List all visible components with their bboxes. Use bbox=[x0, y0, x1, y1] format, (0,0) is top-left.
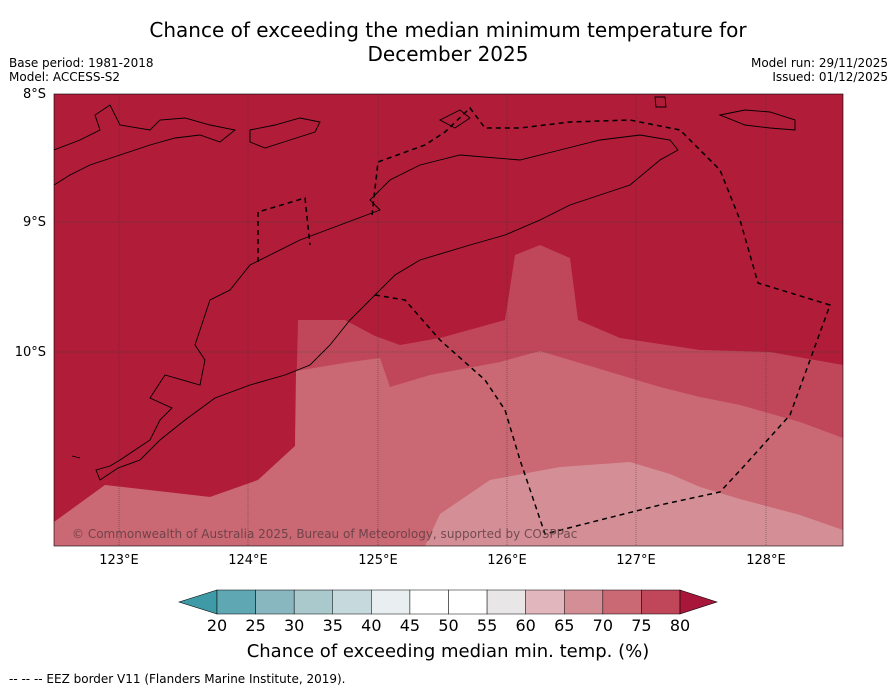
colorbar-tick-label: 40 bbox=[361, 616, 382, 635]
title-line-2: December 2025 bbox=[367, 42, 529, 66]
lon-label-126e: 126°E bbox=[487, 553, 527, 568]
colorbar-tick-label: 45 bbox=[399, 616, 421, 635]
colorbar-tick-label: 20 bbox=[206, 616, 228, 635]
eez-border bbox=[257, 106, 831, 535]
lat-label-8s: 8°S bbox=[22, 87, 46, 102]
colorbar-tick-label: 55 bbox=[476, 616, 498, 635]
meta-right: Model run: 29/11/2025 Issued: 01/12/2025 bbox=[751, 56, 888, 84]
colorbar-tick-label: 75 bbox=[631, 616, 652, 635]
lon-label-125e: 125°E bbox=[358, 553, 398, 568]
lon-label-123e: 123°E bbox=[99, 553, 139, 568]
lat-label-10s: 10°S bbox=[14, 345, 46, 360]
title-line-1: Chance of exceeding the median minimum t… bbox=[149, 18, 747, 42]
coastline bbox=[54, 96, 796, 481]
colorbar-tick-label: 65 bbox=[554, 616, 575, 635]
model-name: Model: ACCESS-S2 bbox=[9, 70, 121, 84]
region-60-65 bbox=[425, 462, 843, 546]
map-title: Chance of exceeding the median minimum t… bbox=[0, 18, 896, 66]
colorbar-tick-label: 80 bbox=[669, 616, 691, 635]
colorbar-tick-label: 30 bbox=[283, 616, 305, 635]
meta-left: Base period: 1981-2018 Model: ACCESS-S2 bbox=[9, 56, 154, 84]
colorbar-tick-label: 25 bbox=[245, 616, 266, 635]
colorbar-tick-label: 50 bbox=[438, 616, 459, 635]
model-run: Model run: 29/11/2025 bbox=[750, 56, 888, 70]
eez-footnote: -- -- -- EEZ border V11 (Flanders Marine… bbox=[9, 672, 346, 686]
lon-label-127e: 127°E bbox=[616, 553, 656, 568]
lon-label-128e: 128°E bbox=[746, 553, 786, 568]
colorbar-tick-label: 70 bbox=[592, 616, 613, 635]
colorbar-tick-label: 35 bbox=[322, 616, 343, 635]
lon-label-124e: 124°E bbox=[228, 553, 268, 568]
issued-date: Issued: 01/12/2025 bbox=[772, 70, 888, 84]
lat-label-9s: 9°S bbox=[22, 215, 46, 230]
copyright-text: © Commonwealth of Australia 2025, Bureau… bbox=[72, 527, 577, 541]
base-period: Base period: 1981-2018 bbox=[9, 56, 154, 70]
colorbar-label: Chance of exceeding median min. temp. (%… bbox=[246, 641, 650, 662]
colorbar-tick-label: 60 bbox=[515, 616, 536, 635]
